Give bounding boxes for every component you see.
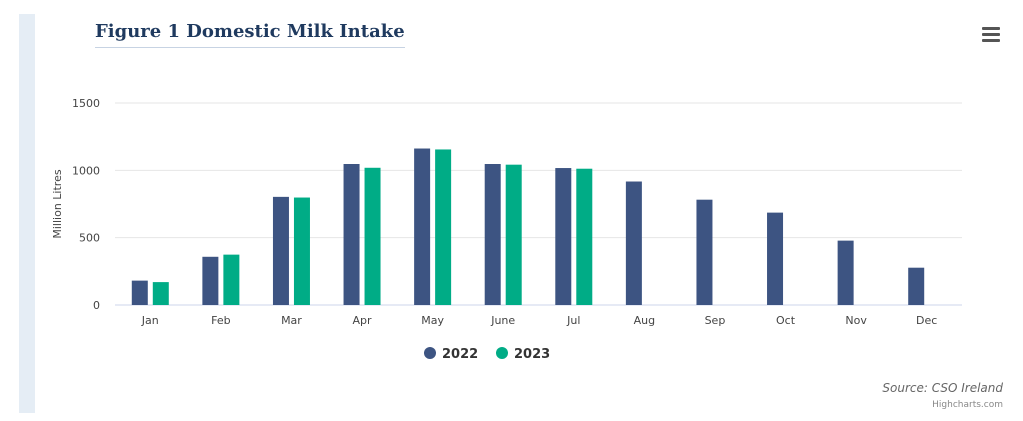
x-tick-label: Dec bbox=[916, 314, 937, 327]
bar-2022-may[interactable] bbox=[414, 148, 431, 305]
y-axis-label: Million Litres bbox=[51, 169, 64, 238]
y-tick-label: 500 bbox=[79, 232, 100, 245]
legend[interactable]: 2022 2023 bbox=[424, 347, 550, 362]
menu-line bbox=[982, 39, 1000, 42]
source-note: Source: CSO Ireland bbox=[882, 381, 1003, 395]
x-tick-label: Feb bbox=[211, 314, 230, 327]
bar-2023-june[interactable] bbox=[505, 164, 522, 305]
legend-item-2022[interactable]: 2022 bbox=[424, 347, 478, 362]
bar-2022-aug[interactable] bbox=[625, 181, 642, 305]
y-axis-ticks: 0 500 1000 1500 bbox=[72, 97, 100, 312]
x-tick-label: Aug bbox=[634, 314, 655, 327]
bar-2023-apr[interactable] bbox=[364, 167, 381, 305]
left-accent-bar bbox=[19, 14, 35, 413]
legend-marker bbox=[496, 347, 508, 359]
credits-link[interactable]: Highcharts.com bbox=[932, 400, 1003, 410]
bar-2022-feb[interactable] bbox=[202, 256, 219, 305]
x-tick-label: June bbox=[490, 314, 515, 327]
x-tick-label: Nov bbox=[845, 314, 867, 327]
x-tick-label: Mar bbox=[281, 314, 302, 327]
bar-2023-mar[interactable] bbox=[293, 197, 310, 305]
y-tick-label: 1500 bbox=[72, 97, 100, 110]
bar-2022-sep[interactable] bbox=[696, 199, 713, 305]
bar-2022-mar[interactable] bbox=[272, 196, 289, 305]
legend-item-2023[interactable]: 2023 bbox=[496, 347, 550, 362]
gridlines bbox=[115, 102, 962, 306]
bar-2023-jul[interactable] bbox=[576, 168, 593, 305]
x-tick-label: Sep bbox=[705, 314, 726, 327]
menu-line bbox=[982, 33, 1000, 36]
x-tick-label: Jul bbox=[566, 314, 580, 327]
chart-title: Figure 1 Domestic Milk Intake bbox=[95, 21, 405, 48]
bar-2022-june[interactable] bbox=[484, 164, 501, 305]
x-tick-label: Oct bbox=[776, 314, 796, 327]
bar-2022-jan[interactable] bbox=[131, 280, 148, 305]
x-axis-ticks: Jan Feb Mar Apr May June Jul Aug Sep Oct Nov Dec bbox=[141, 314, 938, 327]
hamburger-menu-icon[interactable] bbox=[982, 27, 1000, 43]
legend-marker bbox=[424, 347, 436, 359]
legend-label: 2023 bbox=[514, 347, 550, 362]
x-tick-label: Apr bbox=[353, 314, 373, 327]
bar-2022-nov[interactable] bbox=[837, 240, 854, 305]
y-tick-label: 0 bbox=[93, 299, 100, 312]
bar-2023-jan[interactable] bbox=[152, 282, 169, 305]
x-tick-label: May bbox=[421, 314, 444, 327]
bar-2022-dec[interactable] bbox=[908, 267, 925, 305]
x-tick-label: Jan bbox=[141, 314, 159, 327]
bar-2023-feb[interactable] bbox=[223, 254, 240, 305]
bar-2023-may[interactable] bbox=[435, 149, 452, 305]
legend-label: 2022 bbox=[442, 347, 478, 362]
bar-2022-apr[interactable] bbox=[343, 164, 360, 305]
bar-2022-oct[interactable] bbox=[767, 212, 784, 305]
bars bbox=[131, 148, 925, 305]
bar-2022-jul[interactable] bbox=[555, 168, 572, 305]
menu-line bbox=[982, 27, 1000, 30]
y-tick-label: 1000 bbox=[72, 164, 100, 177]
